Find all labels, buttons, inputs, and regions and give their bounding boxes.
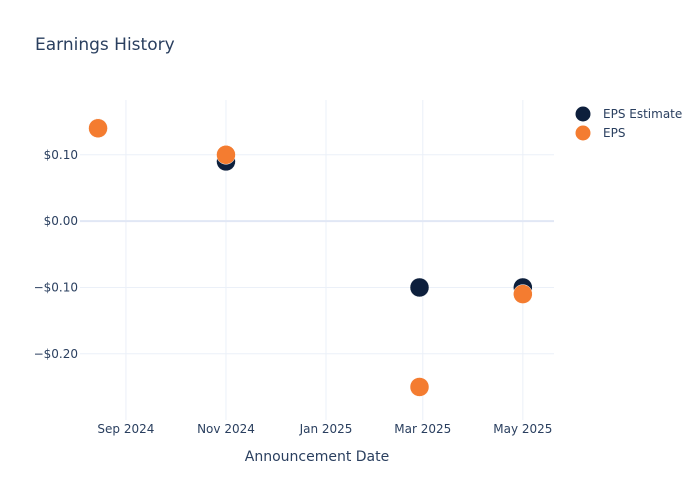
legend-label: EPS Estimate — [603, 107, 682, 121]
legend-marker — [575, 125, 591, 141]
data-points — [88, 118, 533, 397]
legend-marker — [575, 106, 591, 122]
data-point[interactable] — [513, 284, 533, 304]
y-tick-label: $0.00 — [44, 214, 78, 228]
x-tick-label: May 2025 — [493, 422, 552, 436]
legend-item[interactable]: EPS Estimate — [575, 106, 683, 122]
series-0 — [88, 118, 533, 298]
legend-label: EPS — [603, 126, 625, 140]
legend-item[interactable]: EPS — [575, 125, 626, 141]
x-tick-label: Nov 2024 — [197, 422, 255, 436]
y-tick-label: $0.10 — [44, 148, 78, 162]
x-axis-title: Announcement Date — [245, 449, 389, 465]
data-point[interactable] — [409, 377, 430, 397]
x-tick-label: Sep 2024 — [97, 422, 154, 436]
x-tick-label: Jan 2025 — [299, 422, 353, 436]
y-axis-ticks: $0.10 $0.00 −$0.10 −$0.20 — [34, 148, 78, 361]
data-point[interactable] — [88, 118, 108, 139]
y-tick-label: −$0.10 — [34, 280, 78, 294]
data-point[interactable] — [409, 277, 430, 298]
x-axis-ticks: Sep 2024 Nov 2024 Jan 2025 Mar 2025 May 2025 — [97, 422, 552, 436]
grid-lines — [80, 100, 554, 420]
chart-title: Earnings History — [35, 35, 175, 55]
x-tick-label: Mar 2025 — [394, 422, 451, 436]
data-point[interactable] — [216, 145, 236, 165]
series-1 — [88, 118, 533, 397]
legend: EPS Estimate EPS — [575, 106, 683, 141]
y-tick-label: −$0.20 — [34, 347, 78, 361]
